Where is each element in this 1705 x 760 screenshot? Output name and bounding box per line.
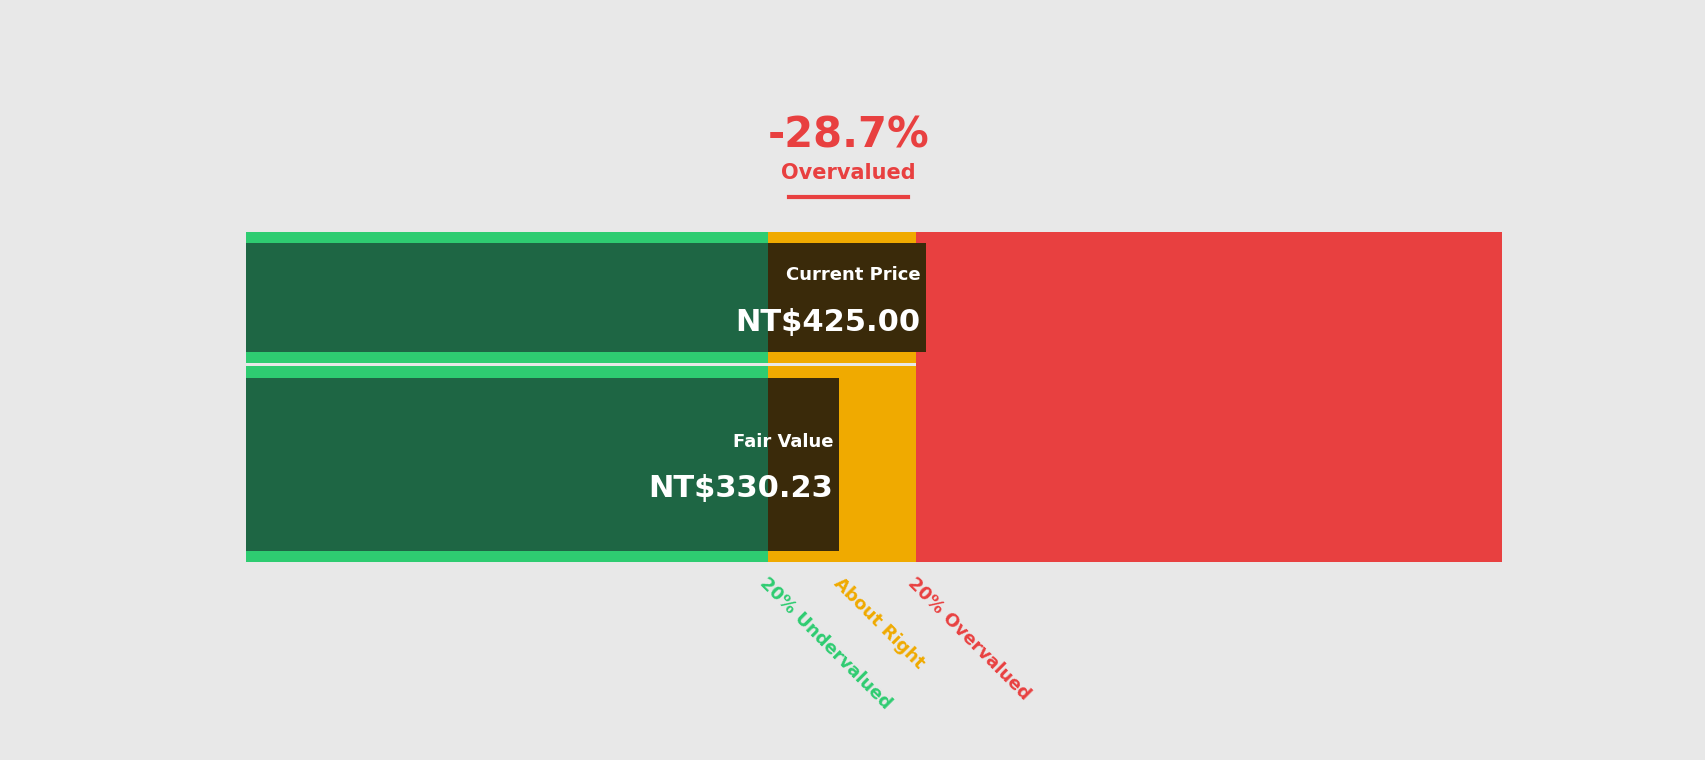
Bar — [767, 243, 926, 352]
Text: Overvalued: Overvalued — [781, 163, 916, 183]
Text: 20% Undervalued: 20% Undervalued — [755, 574, 895, 713]
Text: About Right: About Right — [830, 574, 928, 672]
Text: Fair Value: Fair Value — [733, 433, 834, 451]
Bar — [767, 378, 839, 550]
Bar — [246, 366, 767, 378]
Bar — [246, 550, 767, 562]
Bar — [767, 378, 916, 550]
Bar — [767, 232, 916, 243]
Bar — [767, 366, 916, 378]
Text: NT$425.00: NT$425.00 — [735, 308, 921, 337]
Text: NT$330.23: NT$330.23 — [648, 474, 834, 503]
Bar — [767, 550, 916, 562]
Bar — [767, 352, 916, 363]
Text: -28.7%: -28.7% — [767, 114, 929, 156]
Bar — [246, 243, 767, 352]
Text: 20% Overvalued: 20% Overvalued — [904, 574, 1033, 704]
Bar — [767, 243, 916, 352]
Bar — [246, 378, 767, 550]
Bar — [246, 232, 767, 243]
Bar — [916, 232, 1502, 562]
Text: Current Price: Current Price — [786, 266, 921, 284]
Bar — [246, 352, 767, 363]
